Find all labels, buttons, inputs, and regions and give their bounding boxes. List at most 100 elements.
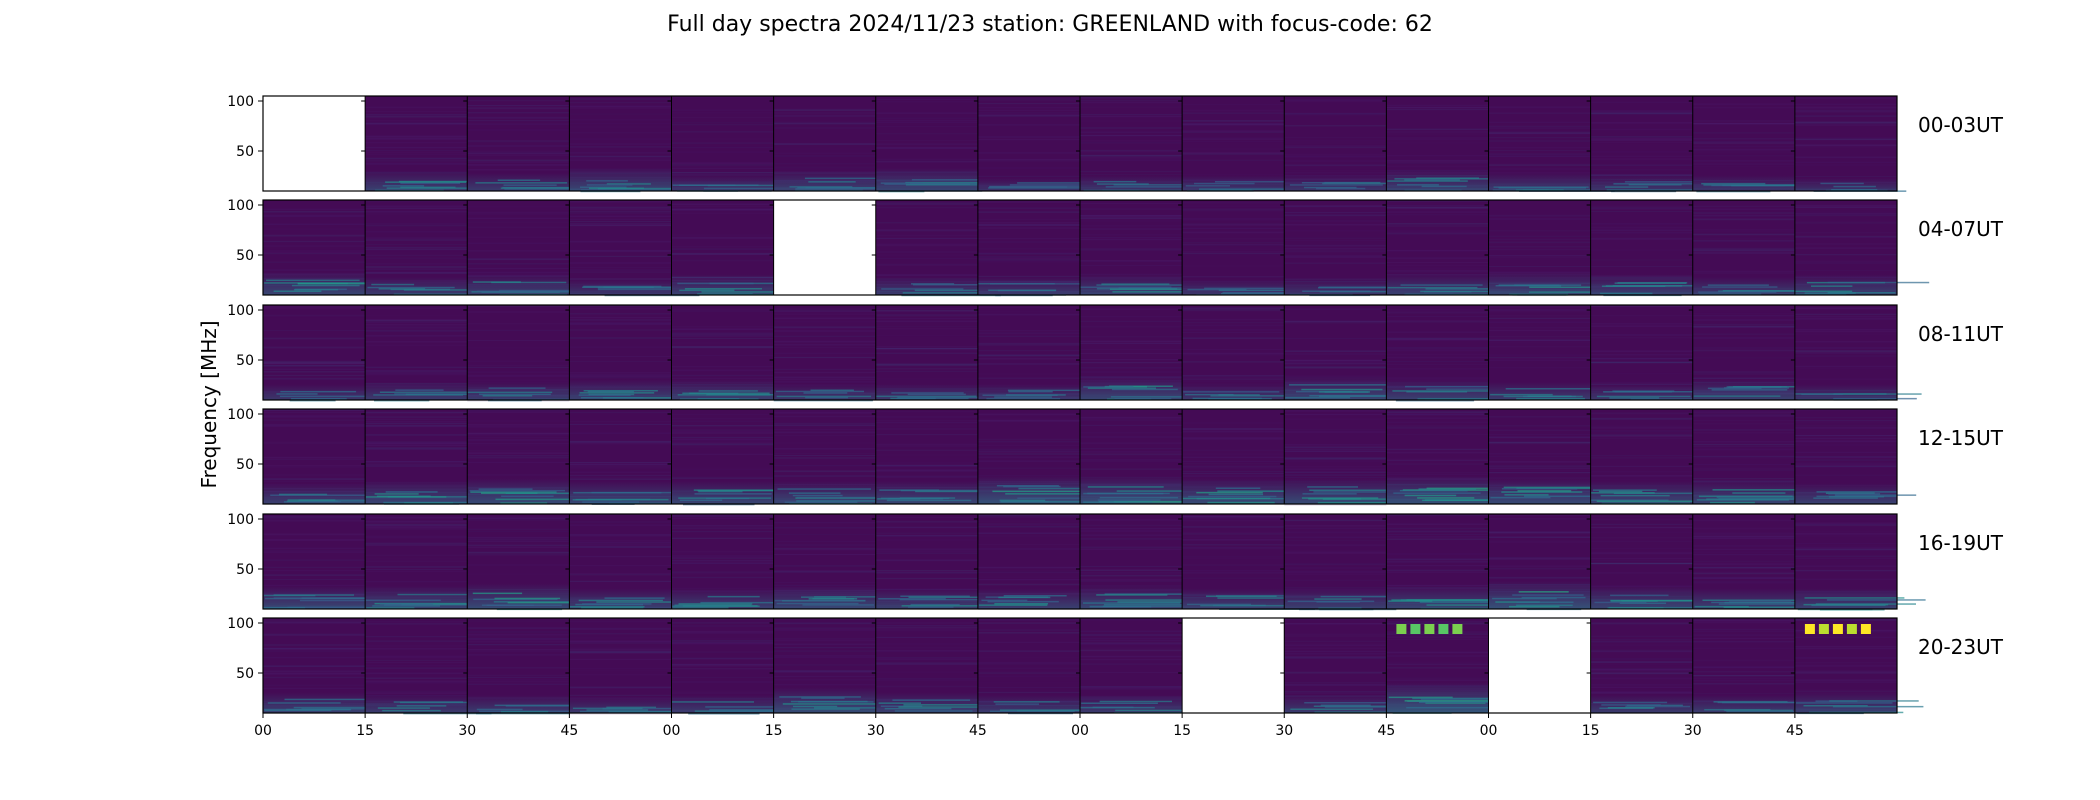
y-tick-label: 50 bbox=[236, 353, 254, 369]
spectrogram-segment bbox=[1284, 305, 1407, 400]
spectrogram-segment bbox=[365, 514, 497, 609]
spectrogram-segment bbox=[1692, 514, 1811, 609]
y-tick-label: 100 bbox=[227, 407, 254, 423]
hotspot-mark bbox=[1804, 624, 1815, 634]
spectrogram-segment bbox=[1794, 514, 1926, 611]
spectrogram-segment bbox=[1386, 96, 1497, 192]
x-tick-label: 00 bbox=[1480, 723, 1498, 739]
y-tick-label: 100 bbox=[227, 198, 254, 214]
spectrogram-segment bbox=[1182, 200, 1310, 296]
spectrogram-segment bbox=[1488, 96, 1615, 192]
spectrogram-segment bbox=[365, 305, 476, 402]
spectrogram-segment bbox=[569, 618, 685, 715]
spectra-row-20-23UT: 50 100 20-23UT bbox=[227, 616, 2004, 715]
spectrogram-segment bbox=[875, 618, 1000, 713]
hotspot-mark bbox=[1832, 624, 1843, 634]
y-tick-label: 100 bbox=[227, 512, 254, 528]
hotspot-mark bbox=[1860, 624, 1871, 634]
x-tick-label: 45 bbox=[1786, 723, 1804, 739]
spectrogram-segment bbox=[1182, 96, 1298, 192]
hotspot-mark bbox=[1396, 624, 1407, 634]
spectra-row-04-07UT: 50 100 04-07UT bbox=[227, 198, 2004, 297]
spectrogram-segment bbox=[977, 409, 1118, 504]
spectrogram-segment bbox=[263, 514, 394, 610]
x-tick-label: 30 bbox=[1684, 723, 1702, 739]
x-tick-label: 15 bbox=[1582, 723, 1600, 739]
spectrogram-segment bbox=[569, 409, 689, 505]
spectrogram-segment bbox=[1284, 618, 1416, 713]
spectrogram-segment bbox=[365, 409, 485, 505]
spectrogram-segment bbox=[1080, 618, 1195, 714]
spectra-row-12-15UT: 50 100 12-15UT bbox=[227, 407, 2004, 506]
hotspot-mark bbox=[1452, 624, 1463, 634]
spectrogram-segment bbox=[773, 96, 894, 192]
y-tick-label: 50 bbox=[236, 457, 254, 473]
spectrogram-segment bbox=[671, 200, 803, 296]
y-tick-label: 50 bbox=[236, 248, 254, 264]
hotspot-mark bbox=[1846, 624, 1857, 634]
spectrogram-segment bbox=[1386, 409, 1510, 504]
row-label: 08-11UT bbox=[1918, 322, 2004, 346]
hotspot-mark bbox=[1410, 624, 1421, 634]
spectrogram-segment bbox=[1692, 96, 1828, 193]
hotspot-mark bbox=[1424, 624, 1435, 634]
row-label: 12-15UT bbox=[1918, 426, 2004, 450]
hotspot-mark bbox=[1438, 624, 1449, 634]
spectrogram-segment bbox=[569, 305, 673, 400]
spectrogram-segment bbox=[875, 200, 1014, 297]
spectrogram-segment bbox=[1284, 514, 1397, 611]
spectrogram-segment bbox=[875, 514, 1000, 609]
spectrogram-segment bbox=[1080, 305, 1198, 401]
spectra-row-16-19UT: 50 100 16-19UT bbox=[227, 512, 2004, 611]
spectrogram-segment bbox=[1590, 200, 1699, 297]
row-label: 16-19UT bbox=[1918, 531, 2004, 555]
spectrogram-segment bbox=[1386, 305, 1525, 402]
spectrogram-segment bbox=[1590, 409, 1708, 505]
y-tick-label: 50 bbox=[236, 666, 254, 682]
x-tick-label: 00 bbox=[663, 723, 681, 739]
x-tick-label: 30 bbox=[1275, 723, 1293, 739]
spectrogram-segment bbox=[1692, 200, 1816, 295]
spectrogram-segment bbox=[1080, 514, 1200, 609]
spectrogram-segment bbox=[263, 305, 381, 402]
spectrogram-segment bbox=[467, 514, 593, 611]
spectrogram-segment bbox=[467, 96, 595, 191]
x-tick-label: 45 bbox=[1377, 723, 1395, 739]
x-tick-label: 30 bbox=[458, 723, 476, 739]
spectrogram-segment bbox=[977, 618, 1094, 715]
spectrogram-segment bbox=[1590, 618, 1693, 714]
spectrogram-segment bbox=[1488, 618, 1591, 713]
x-tick-label: 30 bbox=[867, 723, 885, 739]
spectrogram-segment bbox=[671, 618, 809, 715]
spectrogram-segment bbox=[1488, 409, 1622, 504]
x-tick-label: 15 bbox=[765, 723, 783, 739]
spectrogram-segment bbox=[1794, 409, 1917, 504]
y-tick-label: 100 bbox=[227, 616, 254, 632]
spectrogram-segment bbox=[1488, 200, 1625, 297]
spectrogram-segment bbox=[569, 96, 689, 193]
spectrogram-segment bbox=[1590, 514, 1708, 609]
spectrogram-segment bbox=[1794, 305, 1922, 401]
spectrogram-segment bbox=[977, 514, 1080, 610]
spectrogram-segment bbox=[977, 96, 1099, 191]
row-label: 04-07UT bbox=[1918, 217, 2004, 241]
spectrogram-segment bbox=[467, 305, 583, 402]
spectrogram-segment bbox=[671, 96, 801, 192]
spectrogram-segment bbox=[1182, 618, 1285, 713]
spectrogram-segment bbox=[773, 618, 882, 713]
spectrogram-segment bbox=[1386, 200, 1502, 296]
row-label: 20-23UT bbox=[1918, 635, 2004, 659]
x-tick-label: 15 bbox=[356, 723, 374, 739]
x-tick-label: 45 bbox=[560, 723, 578, 739]
spectrogram-segment bbox=[977, 305, 1097, 400]
spectrogram-segment bbox=[467, 409, 589, 504]
spectrogram-segment bbox=[1182, 409, 1287, 504]
spectrogram-segment bbox=[365, 618, 492, 715]
y-tick-label: 100 bbox=[227, 303, 254, 319]
spectrogram-segment bbox=[365, 200, 501, 296]
y-tick-label: 50 bbox=[236, 144, 254, 160]
spectrogram-segment bbox=[977, 200, 1088, 297]
spectrogram-segment bbox=[263, 96, 366, 191]
spectrogram-segment bbox=[467, 618, 607, 715]
